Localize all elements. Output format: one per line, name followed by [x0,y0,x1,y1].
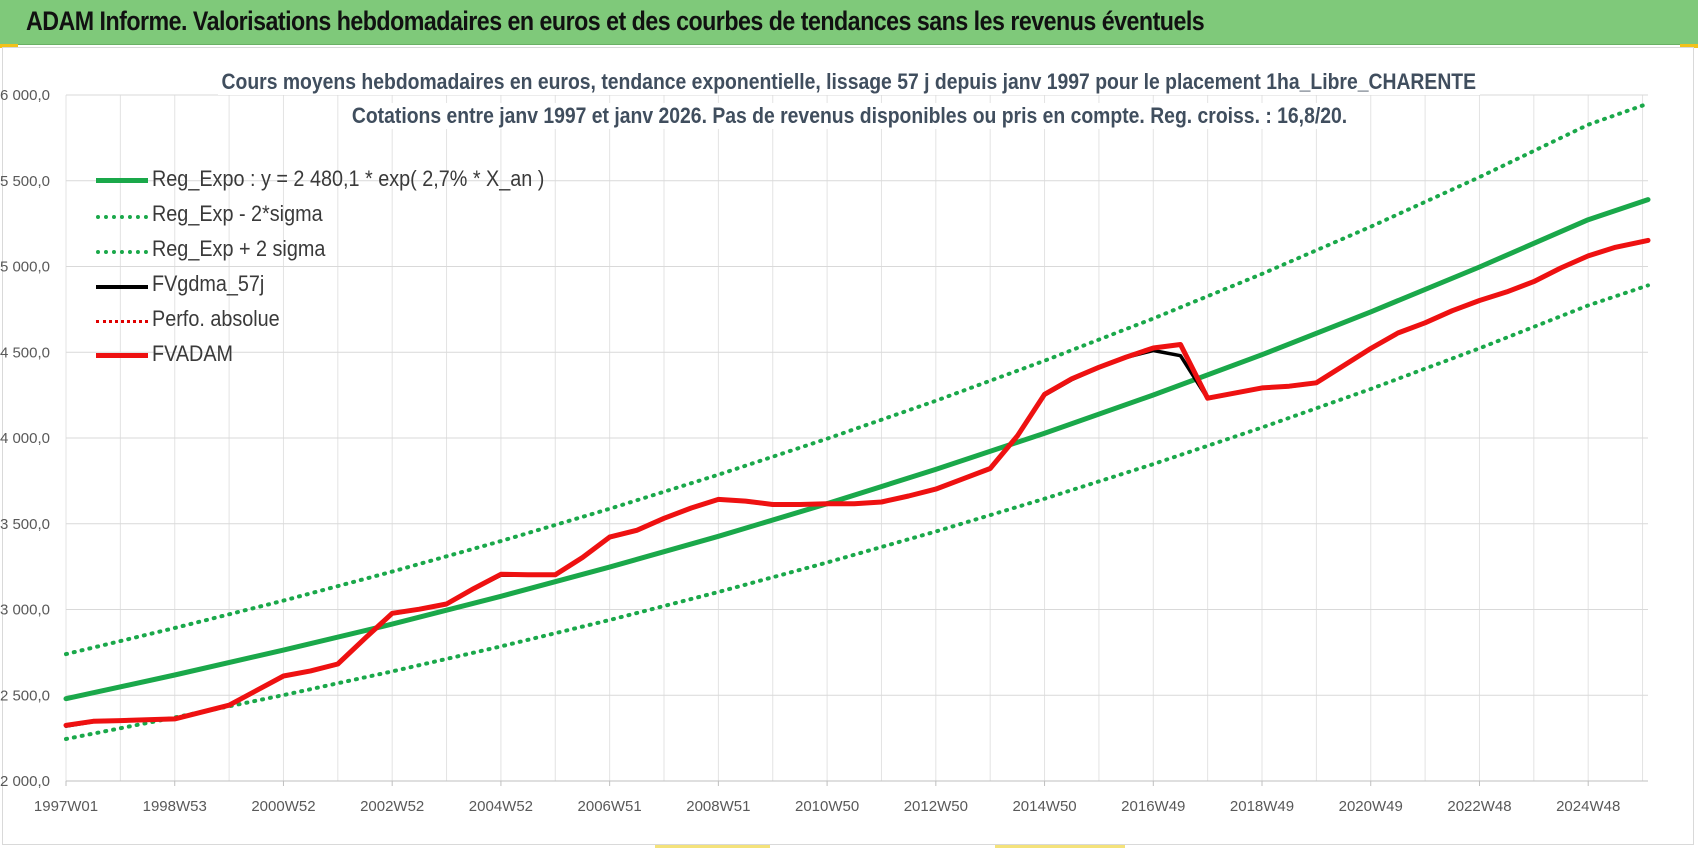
x-tick-label: 2018W49 [1230,798,1294,815]
y-axis-tick-labels: 2 000,0 2 500,0 3 000,0 3 500,0 4 000,0 4 500… [0,87,50,790]
x-axis-tick-labels: 1997W01 1998W53 2000W52 2002W52 2004W52 2006W… [34,798,1620,815]
series-line-reg-exp-plus-2sigma [64,101,1650,657]
chart-title: Cours moyens hebdomadaires en euros, ten… [0,69,1698,95]
x-tick-label: 1998W53 [143,798,207,815]
x-tick-label: 2008W51 [686,798,750,815]
legend-label-reg-exp-minus: Reg_Exp - 2*sigma [152,201,323,226]
legend-label-perfo-absolue: Perfo. absolue [152,306,280,331]
series-line-reg-exp-minus-2sigma [64,283,1650,741]
y-tick-label: 5 000,0 [0,259,50,276]
report-banner: ADAM Informe. Valorisations hebdomadaire… [0,0,1698,45]
x-tick-label: 2016W49 [1121,798,1185,815]
legend-label-reg-exp-plus: Reg_Exp + 2 sigma [152,236,326,261]
y-tick-label: 4 500,0 [0,344,50,361]
x-tick-label: 2024W48 [1556,798,1620,815]
series-line-fvgdma-57j [64,239,1650,728]
x-tick-label: 2002W52 [360,798,424,815]
series-lines [63,101,1651,741]
sheet-tab-marker [655,845,770,848]
legend-swatch-fvadam [96,353,148,358]
report-title: ADAM Informe. Valorisations hebdomadaire… [26,6,1205,36]
grid-lines [65,94,1648,786]
chart-subtitle: Cotations entre janv 1997 et janv 2026. … [0,103,1698,129]
x-tick-label: 2006W51 [578,798,642,815]
x-tick-label: 1997W01 [34,798,98,815]
y-tick-label: 2 000,0 [0,773,50,790]
chart-area [2,47,1694,845]
corner-marker-right [1680,44,1698,48]
corner-marker-left [0,44,18,48]
x-tick-label: 2004W52 [469,798,533,815]
x-tick-label: 2012W50 [904,798,968,815]
y-tick-label: 3 500,0 [0,516,50,533]
legend-label-fvadam: FVADAM [152,341,234,366]
y-tick-label: 5 500,0 [0,173,50,190]
x-tick-label: 2020W49 [1339,798,1403,815]
x-tick-label: 2000W52 [251,798,315,815]
chart-title-text: Cours moyens hebdomadaires en euros, ten… [218,69,1480,95]
y-tick-label: 2 500,0 [0,687,50,704]
chart-subtitle-text: Cotations entre janv 1997 et janv 2026. … [347,103,1351,129]
legend-swatch-perfo-absolue [96,320,148,323]
series-line-reg-expo [63,197,1651,702]
legend-label-reg-expo: Reg_Expo : y = 2 480,1 * exp( 2,7% * X_a… [152,166,545,191]
legend-label-fvgdma: FVgdma_57j [152,271,265,296]
x-tick-label: 2010W50 [795,798,859,815]
legend-swatch-reg-exp-minus [96,215,148,219]
y-tick-label: 6 000,0 [0,87,50,104]
x-tick-label: 2022W48 [1447,798,1511,815]
legend-swatch-reg-exp-plus [96,250,148,254]
legend-swatch-fvgdma [96,285,148,289]
legend-swatch-reg-expo [96,178,148,183]
y-tick-label: 3 000,0 [0,602,50,619]
sheet-tab-marker [995,845,1125,848]
y-tick-label: 4 000,0 [0,430,50,447]
x-tick-label: 2014W50 [1012,798,1076,815]
series-line-fvadam [63,237,1651,728]
